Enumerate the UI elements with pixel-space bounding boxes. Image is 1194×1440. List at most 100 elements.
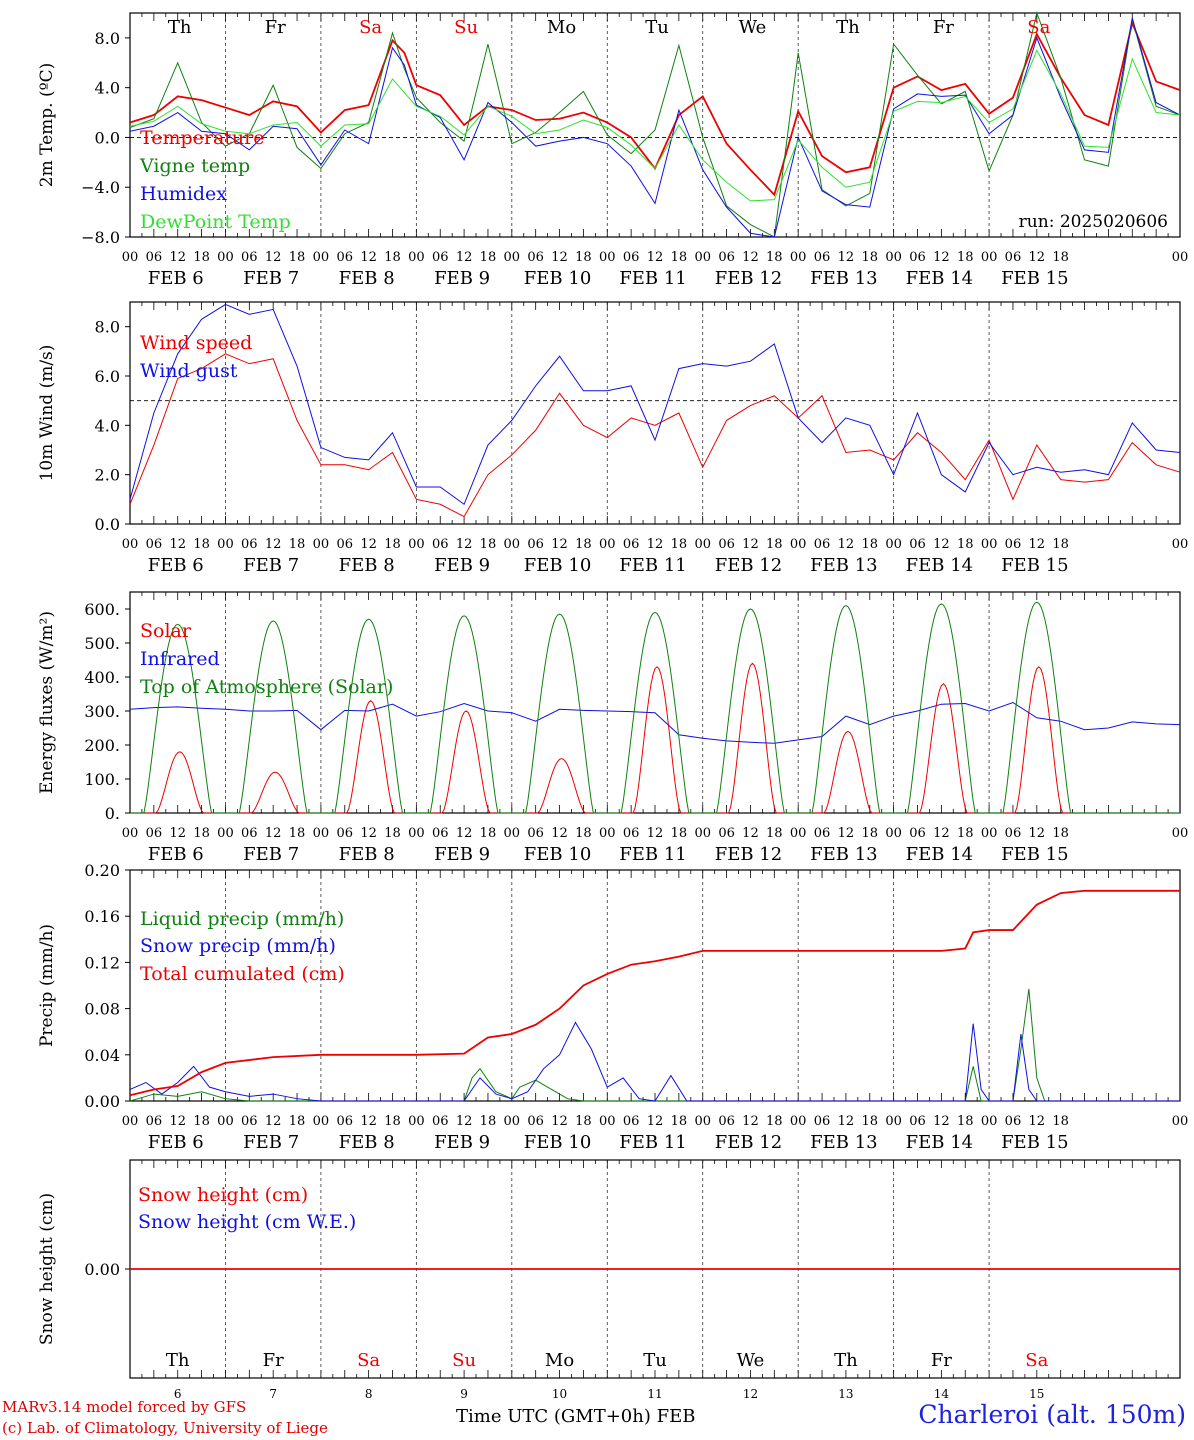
hour-tick-label: 12 [647,826,664,841]
hour-tick-label: 06 [909,250,926,265]
hour-tick-label: 18 [861,826,878,841]
hour-tick-label: 12 [169,250,186,265]
hour-tick-label: 00 [504,826,521,841]
date-label: FEB 11 [619,555,686,576]
y-tick-label: 6.0 [95,367,120,386]
panel-frame [129,591,1181,814]
legend-entry: Total cumulated (cm) [140,963,345,985]
y-tick-label: 200. [84,736,120,755]
date-label: FEB 12 [715,1132,782,1153]
hour-tick-label: 12 [1029,826,1046,841]
hour-tick-label: 00 [1172,826,1189,841]
weekday-label-top: Sa [1027,17,1050,38]
lab-credit: (c) Lab. of Climatology, University of L… [2,1419,328,1437]
hour-tick-label: 00 [504,250,521,265]
series-line-infrared [129,701,1181,744]
hour-tick-label: 00 [313,826,330,841]
date-label: FEB 10 [524,555,591,576]
hour-tick-label: 12 [1029,250,1046,265]
hour-tick-label: 18 [289,826,306,841]
hour-tick-label: 00 [122,537,139,552]
hour-tick-label: 00 [408,537,425,552]
y-tick-label: 4.0 [95,79,120,98]
y-tick-label: 100. [84,770,120,789]
hour-tick-label: 12 [838,537,855,552]
hour-tick-label: 06 [814,537,831,552]
hour-tick-label: 06 [909,1114,926,1129]
date-label: FEB 7 [243,1132,299,1153]
hour-tick-label: 18 [384,826,401,841]
weekday-label-bottom: Su [452,1350,476,1371]
hour-tick-label: 18 [384,537,401,552]
weekday-label-top: Th [836,17,860,38]
legend-entry: Solar [140,620,192,642]
hour-tick-label: 18 [193,826,210,841]
hour-tick-label: 12 [551,826,568,841]
hour-tick-label: 12 [456,826,473,841]
date-label: FEB 15 [1001,555,1068,576]
hour-tick-label: 18 [1052,1114,1069,1129]
hour-tick-label: 00 [504,1114,521,1129]
hour-tick-label: 18 [957,250,974,265]
series-line-humidex [129,17,1181,238]
weekday-label-top: Mo [547,17,576,38]
date-label: FEB 6 [148,844,204,865]
hour-tick-label: 18 [861,1114,878,1129]
hour-tick-label: 00 [217,537,234,552]
hour-tick-label: 00 [790,1114,807,1129]
date-label: FEB 13 [810,555,877,576]
hour-tick-label: 12 [265,1114,282,1129]
hour-tick-label: 00 [122,250,139,265]
weekday-label-bottom: We [737,1350,765,1371]
hour-tick-label: 12 [933,826,950,841]
hour-tick-label: 18 [766,250,783,265]
hour-tick-label: 12 [933,537,950,552]
hour-tick-label: 00 [694,250,711,265]
hour-tick-label: 06 [241,250,258,265]
hour-tick-label: 00 [790,537,807,552]
date-label: FEB 7 [243,268,299,289]
legend-entry: DewPoint Temp [140,211,291,233]
day-number-label: 11 [647,1387,662,1400]
hour-tick-label: 06 [241,826,258,841]
y-tick-label: 4.0 [95,416,120,435]
y-axis-label: Snow height (cm) [37,1193,57,1345]
hour-tick-label: 00 [790,250,807,265]
hour-tick-label: 12 [265,826,282,841]
hour-tick-label: 06 [527,537,544,552]
hour-tick-label: 06 [432,826,449,841]
hour-tick-label: 06 [241,1114,258,1129]
hour-tick-label: 18 [480,1114,497,1129]
date-label: FEB 7 [243,844,299,865]
date-label: FEB 14 [906,555,973,576]
hour-tick-label: 06 [432,1114,449,1129]
hour-tick-label: 12 [1029,537,1046,552]
y-tick-label: −4.0 [81,178,120,197]
legend-entry: Liquid precip (mm/h) [140,908,344,930]
hour-tick-label: 18 [575,250,592,265]
hour-tick-label: 18 [1052,537,1069,552]
hour-tick-label: 18 [480,537,497,552]
date-label: FEB 13 [810,844,877,865]
hour-tick-label: 06 [1005,826,1022,841]
hour-tick-label: 00 [885,537,902,552]
day-number-label: 6 [174,1387,182,1400]
hour-tick-label: 06 [527,1114,544,1129]
day-number-label: 14 [934,1387,950,1400]
y-tick-label: 600. [84,600,120,619]
weekday-label-top: Fr [933,17,954,38]
hour-tick-label: 18 [671,250,688,265]
date-label: FEB 11 [619,1132,686,1153]
panel-2 [125,301,1181,525]
y-axis-label: 10m Wind (m/s) [37,345,57,482]
hour-tick-label: 00 [313,250,330,265]
date-label: FEB 8 [339,555,395,576]
hour-tick-label: 06 [718,250,735,265]
hour-tick-label: 00 [981,1114,998,1129]
hour-tick-label: 00 [217,1114,234,1129]
date-label: FEB 9 [434,844,490,865]
hour-tick-label: 18 [957,1114,974,1129]
hour-tick-label: 12 [742,826,759,841]
hour-tick-label: 12 [360,250,377,265]
date-label: FEB 9 [434,1132,490,1153]
